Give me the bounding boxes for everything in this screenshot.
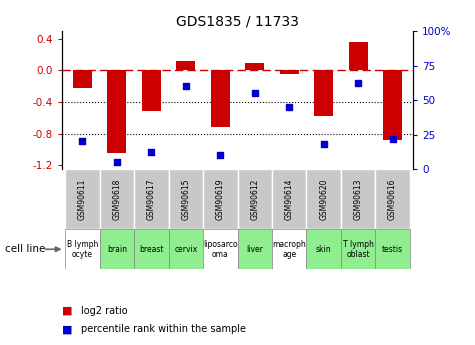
Point [217, 152, 224, 158]
Point [354, 81, 362, 86]
Point [182, 83, 190, 89]
Bar [142, 70, 161, 111]
Text: testis: testis [382, 245, 403, 254]
Bar [73, 70, 92, 88]
Bar [306, 169, 341, 229]
Point [320, 141, 327, 147]
Text: percentile rank within the sample: percentile rank within the sample [81, 325, 246, 334]
Point [79, 139, 86, 144]
Bar [349, 42, 368, 70]
Text: ■: ■ [62, 306, 72, 315]
Bar [238, 229, 272, 269]
Text: skin: skin [316, 245, 332, 254]
Bar [272, 169, 306, 229]
Text: brain: brain [107, 245, 127, 254]
Text: GSM90620: GSM90620 [319, 178, 328, 220]
Bar [203, 169, 238, 229]
Bar [375, 169, 410, 229]
Bar [203, 229, 238, 269]
Text: ■: ■ [62, 325, 72, 334]
Bar [176, 61, 195, 70]
Text: GSM90612: GSM90612 [250, 179, 259, 220]
Bar [65, 229, 100, 269]
Bar [100, 169, 134, 229]
Text: GSM90619: GSM90619 [216, 178, 225, 220]
Text: liposarco
oma: liposarco oma [203, 239, 238, 259]
Bar [341, 169, 375, 229]
Bar [100, 229, 134, 269]
Bar [169, 229, 203, 269]
Text: GSM90618: GSM90618 [113, 179, 122, 220]
Bar [211, 70, 230, 127]
Point [251, 90, 258, 96]
Bar [107, 70, 126, 153]
Text: GSM90617: GSM90617 [147, 178, 156, 220]
Bar [314, 70, 333, 116]
Bar [341, 229, 375, 269]
Bar [375, 229, 410, 269]
Text: breast: breast [139, 245, 163, 254]
Bar [134, 229, 169, 269]
Bar [134, 169, 169, 229]
Text: cell line: cell line [5, 244, 45, 254]
Text: T lymph
oblast: T lymph oblast [342, 239, 373, 259]
Text: B lymph
ocyte: B lymph ocyte [67, 239, 98, 259]
Text: GSM90613: GSM90613 [353, 178, 362, 220]
Title: GDS1835 / 11733: GDS1835 / 11733 [176, 14, 299, 29]
Text: liver: liver [247, 245, 263, 254]
Point [113, 159, 121, 165]
Point [389, 136, 396, 141]
Text: GSM90615: GSM90615 [181, 178, 190, 220]
Point [148, 150, 155, 155]
Bar [238, 169, 272, 229]
Text: macroph
age: macroph age [272, 239, 306, 259]
Bar [65, 169, 100, 229]
Bar [280, 70, 299, 75]
Bar [245, 63, 264, 70]
Text: cervix: cervix [174, 245, 198, 254]
Text: GSM90614: GSM90614 [285, 178, 294, 220]
Bar [272, 229, 306, 269]
Bar [383, 70, 402, 140]
Text: log2 ratio: log2 ratio [81, 306, 127, 315]
Text: GSM90616: GSM90616 [388, 178, 397, 220]
Text: GSM90611: GSM90611 [78, 179, 87, 220]
Bar [169, 169, 203, 229]
Bar [306, 229, 341, 269]
Point [285, 104, 293, 110]
